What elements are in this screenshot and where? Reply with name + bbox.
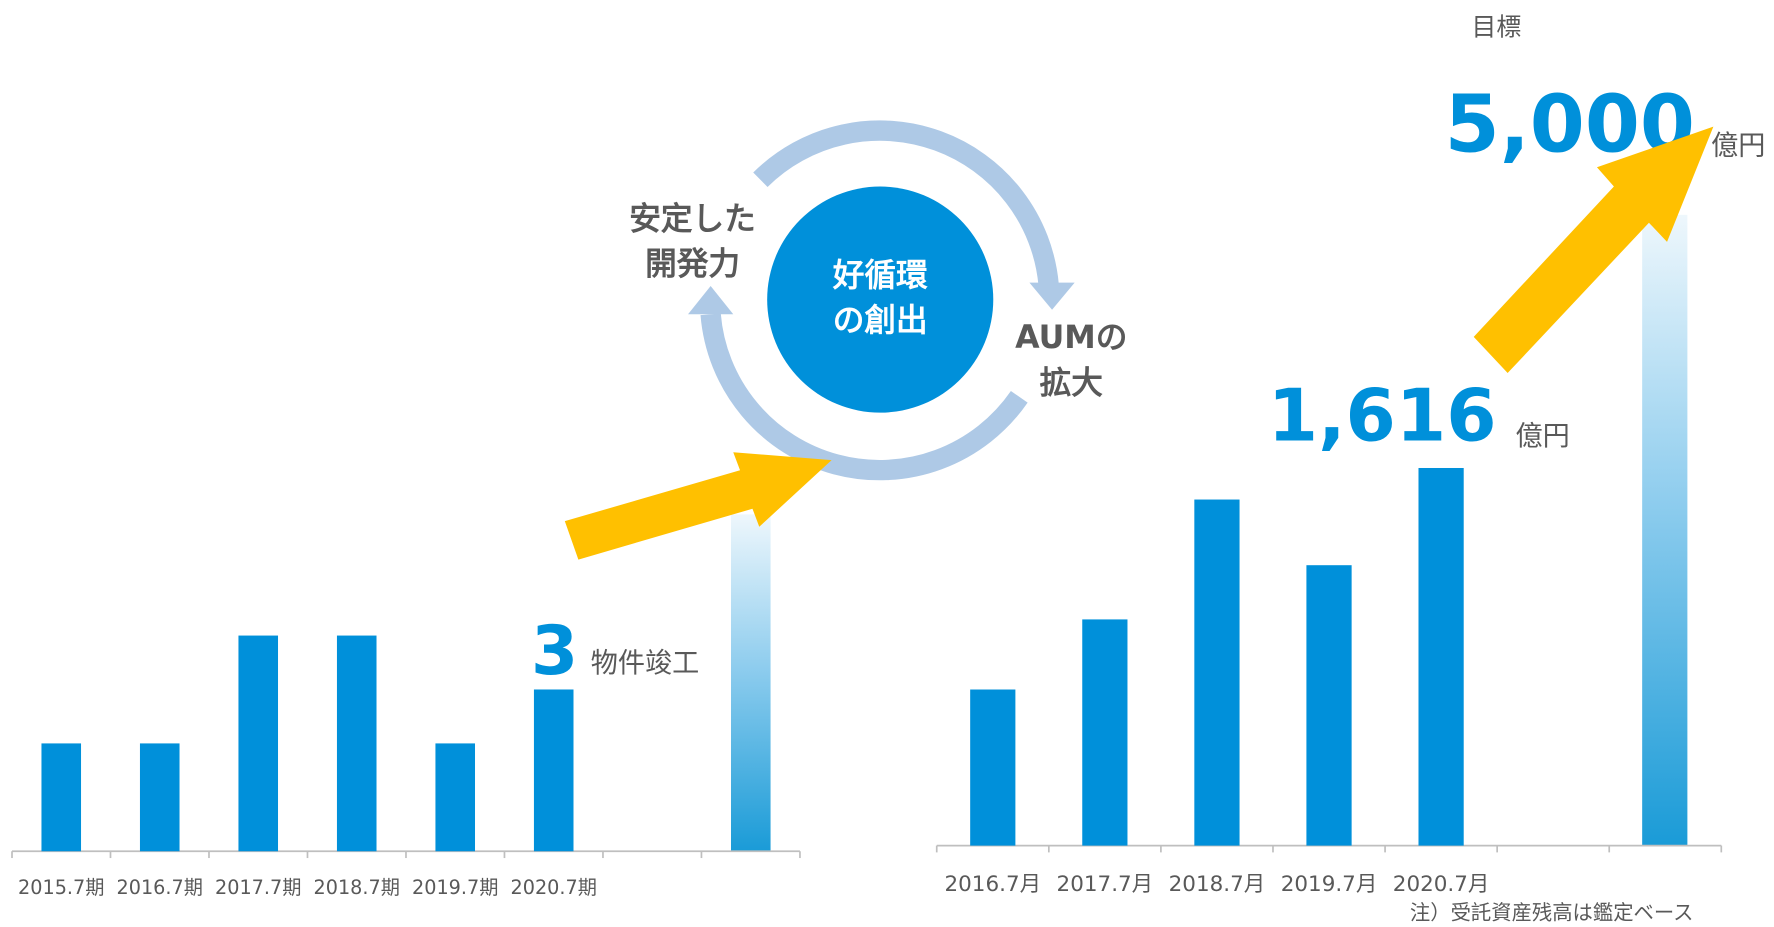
bar <box>139 743 180 852</box>
left-text: 開発力 <box>645 247 740 283</box>
unit-label: 億円 <box>1516 421 1570 452</box>
bar <box>238 635 279 852</box>
right-text: AUMの <box>1015 320 1127 356</box>
value-label: 1,616 <box>1268 375 1497 459</box>
bar <box>435 743 476 852</box>
target-column <box>730 514 771 852</box>
growth-arrow <box>564 452 832 560</box>
cycle-diagram: 好循環 の創出 安定した 開発力 AUMの 拡大 <box>629 120 1127 481</box>
x-tick-label: 2017.7月 <box>1057 872 1154 897</box>
growth-arrow <box>1473 126 1714 374</box>
bar <box>1306 565 1352 846</box>
x-tick-label: 2020.7期 <box>511 876 597 899</box>
bar <box>970 689 1016 846</box>
target-unit: 億円 <box>1711 130 1765 161</box>
bar <box>533 689 574 852</box>
left-text: 安定した <box>629 201 756 237</box>
cycle-arrowhead <box>1029 282 1075 310</box>
right-text: 拡大 <box>1040 365 1104 401</box>
bar <box>1194 499 1240 846</box>
center-text: の創出 <box>833 303 928 339</box>
target-column <box>1642 214 1688 846</box>
value-label: 3 <box>531 611 578 690</box>
x-tick-label: 2019.7月 <box>1281 872 1378 897</box>
bar <box>1418 467 1464 846</box>
note: 注）受託資産残高は鑑定ベース <box>1410 900 1694 924</box>
unit-label: 物件竣工 <box>591 648 700 679</box>
bar <box>41 743 82 852</box>
x-tick-label: 2015.7期 <box>18 876 104 899</box>
x-tick-label: 2016.7月 <box>944 872 1041 897</box>
x-tick-label: 2018.7期 <box>314 876 400 899</box>
cycle-arrowhead <box>688 286 734 315</box>
x-tick-label: 2017.7期 <box>215 876 301 899</box>
cycle-center <box>767 186 994 413</box>
x-tick-label: 2018.7月 <box>1169 872 1266 897</box>
cycle-arc <box>753 120 1059 286</box>
x-tick-label: 2016.7期 <box>117 876 203 899</box>
center-text: 好循環 <box>832 258 928 294</box>
x-tick-label: 2020.7月 <box>1393 872 1490 897</box>
bar <box>1082 619 1128 846</box>
x-tick-label: 2019.7期 <box>412 876 498 899</box>
target-label: 目標 <box>1471 12 1521 41</box>
bar <box>336 635 377 852</box>
cycle-arc <box>700 313 1028 481</box>
